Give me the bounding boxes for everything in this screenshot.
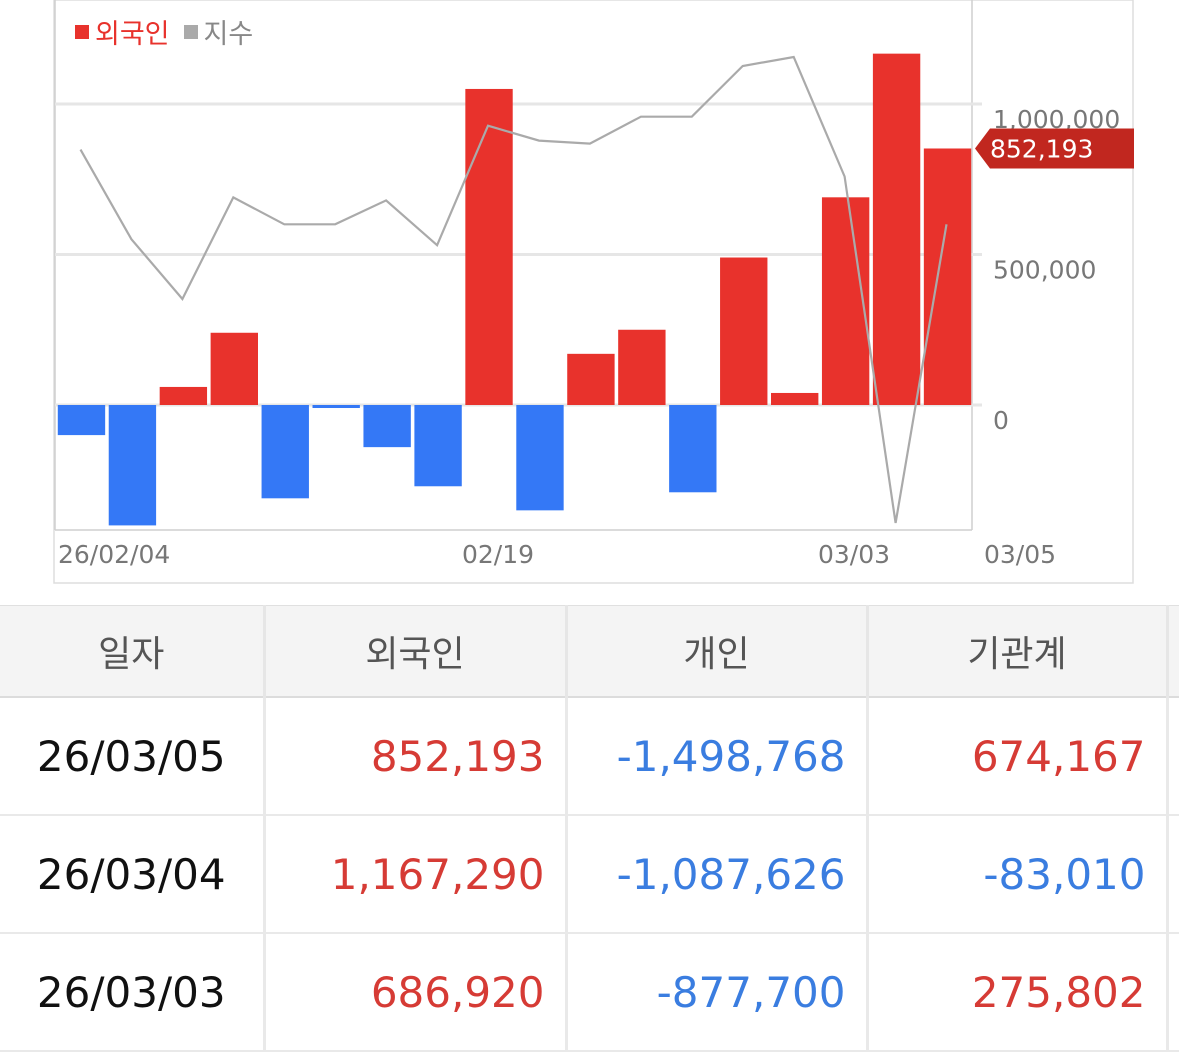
legend-label-foreign: 외국인 xyxy=(95,19,170,50)
cell-institution: -83,010 xyxy=(867,815,1169,934)
header-foreign[interactable]: 외국인 xyxy=(264,605,568,698)
investor-chart: 1,000,000 500,000 0 26/02/04 02/19 03/03 03/05… xyxy=(53,0,1134,584)
bar xyxy=(159,386,208,405)
legend-label-index: 지수 xyxy=(203,19,254,50)
cell-institution: 674,167 xyxy=(867,697,1169,816)
x-tick-label: 26/02/04 xyxy=(58,540,170,569)
table-row[interactable]: 26/03/05 852,193 -1,498,768 674,167 xyxy=(0,697,1179,816)
bar xyxy=(516,405,564,511)
bar xyxy=(618,329,666,405)
chart-legend: 외국인 지수 xyxy=(75,12,267,51)
table-row[interactable]: 26/03/03 686,920 -877,700 275,802 xyxy=(0,933,1179,1052)
bar xyxy=(567,353,615,405)
cell-foreign: 686,920 xyxy=(264,933,568,1052)
cell-institution: 275,802 xyxy=(867,933,1169,1052)
header-institution[interactable]: 기관계 xyxy=(867,605,1169,698)
bar xyxy=(108,405,157,526)
header-date[interactable]: 일자 xyxy=(0,605,266,698)
bar xyxy=(363,405,411,448)
bar xyxy=(923,148,972,405)
bar xyxy=(210,332,258,405)
legend-item-index: 지수 xyxy=(183,12,254,51)
cell-date: 26/03/05 xyxy=(0,697,266,816)
cell-date: 26/03/03 xyxy=(0,933,266,1052)
index-line xyxy=(79,55,948,524)
cell-extra xyxy=(1167,815,1179,934)
bar xyxy=(57,405,106,436)
table-header-row: 일자 외국인 개인 기관계 xyxy=(0,605,1179,698)
x-tick-label: 03/05 xyxy=(984,540,1056,569)
legend-swatch-index xyxy=(183,24,198,39)
cell-date: 26/03/04 xyxy=(0,815,266,934)
last-value-label: 852,193 xyxy=(990,134,1093,163)
bar xyxy=(261,405,309,499)
bar xyxy=(720,257,768,405)
chart-frame xyxy=(53,0,1134,584)
cell-extra xyxy=(1167,933,1179,1052)
bar xyxy=(771,392,819,405)
table-row[interactable]: 26/03/04 1,167,290 -1,087,626 -83,010 xyxy=(0,815,1179,934)
bar xyxy=(312,405,360,409)
bar xyxy=(821,197,870,405)
y-tick-label: 500,000 xyxy=(993,256,1096,285)
cell-foreign: 1,167,290 xyxy=(264,815,568,934)
legend-item-foreign: 외국인 xyxy=(75,12,170,51)
x-tick-label: 03/03 xyxy=(818,540,890,569)
investor-table: 일자 외국인 개인 기관계 26/03/05 852,193 -1,498,76… xyxy=(0,605,1179,1052)
bar xyxy=(414,405,462,487)
x-tick-label: 02/19 xyxy=(462,540,534,569)
y-tick-label: 0 xyxy=(993,406,1009,435)
bar xyxy=(669,405,717,493)
cell-foreign: 852,193 xyxy=(264,697,568,816)
cell-individual: -1,498,768 xyxy=(566,697,869,816)
bar xyxy=(465,88,513,405)
header-individual[interactable]: 개인 xyxy=(566,605,869,698)
legend-swatch-foreign xyxy=(75,24,89,39)
last-value-badge xyxy=(975,128,1134,169)
bar xyxy=(872,53,921,405)
cell-individual: -1,087,626 xyxy=(566,815,869,934)
cell-extra xyxy=(1167,697,1179,816)
header-extra xyxy=(1167,605,1179,698)
cell-individual: -877,700 xyxy=(566,933,869,1052)
